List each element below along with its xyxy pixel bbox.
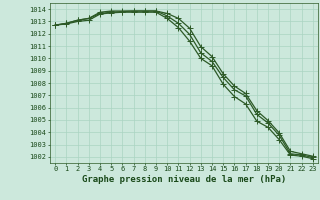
X-axis label: Graphe pression niveau de la mer (hPa): Graphe pression niveau de la mer (hPa)	[82, 175, 286, 184]
